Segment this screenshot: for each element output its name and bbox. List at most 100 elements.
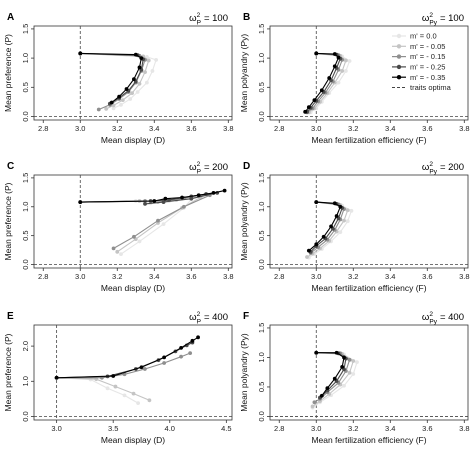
data-point [196,193,201,198]
data-point [135,90,140,94]
x-tick-label: 3.2 [348,124,358,133]
x-tick-label: 2.8 [274,272,284,281]
data-point [161,200,166,205]
data-point [162,361,167,365]
data-point [163,196,168,201]
y-tick-label: 0.0 [257,111,266,121]
series-line-2 [56,377,150,401]
series-line-2 [312,352,354,407]
legend-swatch-marker [396,44,402,49]
y-tick-label: 2.0 [21,341,30,351]
panel-c: 2.8 3.0 3.2 3.4 3.6 3.8 0.0 0.5 1.0 1.5 Mean displ… [3,161,234,293]
x-tick-label: 3.4 [149,124,159,133]
y-axis-title: Mean polyandry (Py) [239,34,249,113]
x-tick-label: 2.8 [274,424,284,433]
data-point [131,391,136,396]
y-tick-label: 0.5 [21,230,30,240]
x-tick-label: 3.8 [459,124,469,133]
data-point [314,242,319,247]
data-point [336,55,341,60]
data-point [319,393,324,398]
data-point [150,69,155,73]
x-tick-label: 3.6 [186,272,196,281]
y-axis-title: Mean polyandry (Py) [239,333,249,412]
omega-superscript: 2 [429,311,433,318]
legend-label: m' = - 0.35 [410,73,445,82]
data-point [347,370,352,375]
omega-subscript: P [197,20,201,27]
data-point [78,200,83,205]
x-tick-label: 4.5 [221,424,231,433]
omega-symbol: ω [422,13,430,24]
data-point [120,98,125,103]
omega-symbol: ω [189,13,197,24]
omega-label: ω2 Py = 100 [422,12,464,27]
omega-superscript: 2 [197,12,201,19]
panel-letter: B [243,12,250,23]
omega-symbol: ω [189,162,197,173]
data-point [78,51,83,56]
y-tick-label: 1.0 [257,352,266,362]
data-point [334,214,339,218]
omega-label: ω2 P = 400 [189,311,228,326]
x-tick-label: 3.0 [311,124,321,133]
data-point [355,360,359,365]
y-tick-label: 0.5 [257,230,266,240]
data-point [122,393,127,398]
y-tick-label: 0.0 [257,411,266,421]
plot-frame [269,174,469,269]
y-tick-label: 1.5 [257,173,266,183]
data-point [111,246,116,251]
data-point [351,372,356,376]
x-tick-label: 3.2 [348,424,358,433]
panel-letter: E [7,311,14,322]
plot-frame [269,25,469,121]
data-point [351,359,356,363]
x-axis-title: Mean display (D) [101,135,165,145]
y-tick-label: 1.5 [257,24,266,34]
x-tick-label: 3.6 [422,272,432,281]
legend-swatch-marker [396,75,402,80]
x-tick-label: 3.4 [385,272,395,281]
x-axis-title: Mean fertilization efficiency (F) [311,435,426,445]
x-tick-label: 3.0 [51,424,61,433]
data-point [115,249,120,254]
legend-swatch-marker [396,33,402,39]
data-point [128,97,133,101]
data-point [314,350,319,355]
series-line-5 [80,52,142,103]
x-axis-title: Mean display (D) [101,283,165,293]
omega-value: = 200 [440,162,464,173]
data-point [111,106,116,111]
data-point [338,204,343,209]
y-tick-label: 0.5 [257,382,266,392]
data-point [144,80,149,85]
x-tick-label: 3.0 [75,124,85,133]
omega-value: = 100 [440,13,464,24]
legend-label: m' = - 0.25 [410,63,445,72]
data-point [314,51,319,56]
y-axis-title: Mean preference (P) [3,34,13,112]
data-point [319,88,324,93]
x-tick-label: 3.6 [422,424,432,433]
data-point [143,70,147,75]
y-tick-label: 1.0 [257,53,266,63]
x-tick-label: 3.0 [311,272,321,281]
omega-subscript: Py [429,319,437,326]
data-point [327,76,332,80]
y-tick-label: 0.5 [257,82,266,92]
data-point [312,98,317,103]
x-tick-label: 3.4 [385,424,395,433]
x-tick-label: 3.2 [112,272,122,281]
data-point [109,100,114,105]
x-tick-label: 3.6 [186,124,196,133]
y-tick-label: 1.5 [21,173,30,183]
x-tick-label: 3.4 [385,124,395,133]
data-point [136,401,140,406]
data-point [54,375,59,380]
panel-letter: A [7,12,14,23]
data-point [147,398,152,403]
x-tick-label: 3.8 [459,272,469,281]
data-point [312,400,317,405]
